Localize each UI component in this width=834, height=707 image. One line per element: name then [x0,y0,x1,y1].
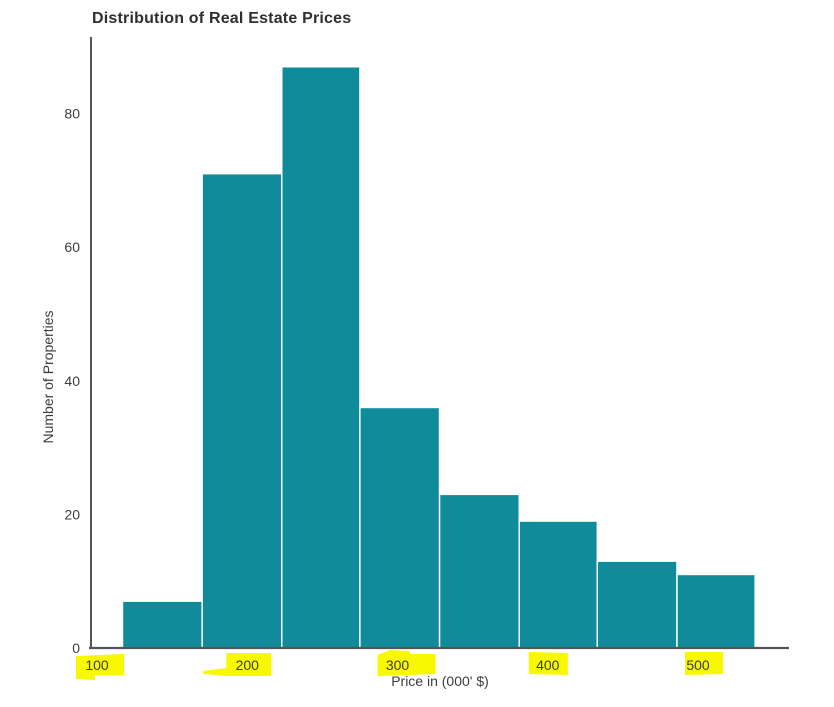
y-tick-label: 0 [72,640,80,656]
y-axis-label: Number of Properties [40,310,56,444]
x-tick-label: 100 [85,657,109,673]
x-tick-highlight [76,654,124,680]
x-tick-highlight [203,653,272,676]
y-tick-label: 40 [64,373,80,389]
histogram-bar [438,493,520,649]
x-tick-highlight [528,652,568,675]
x-tick-highlight [377,650,436,676]
histogram-bar [281,66,361,649]
chart-title: Distribution of Real Estate Prices [92,10,352,27]
histogram-bar [201,172,283,649]
y-tick-label: 20 [64,506,80,522]
x-tick-label: 300 [386,657,410,673]
histogram-bar [518,520,599,649]
x-tick-label: 500 [686,657,710,673]
x-tick-label: 200 [236,657,260,673]
x-axis-label: Price in (000' $) [391,673,489,689]
x-tick-highlight [685,652,723,675]
histogram-bar [676,573,756,649]
histogram-bar [121,600,203,649]
histogram-bar [359,406,441,649]
x-tick-label: 400 [536,657,560,673]
y-tick-label: 60 [64,239,80,255]
y-tick-label: 80 [64,106,80,122]
histogram-bar [596,560,678,649]
